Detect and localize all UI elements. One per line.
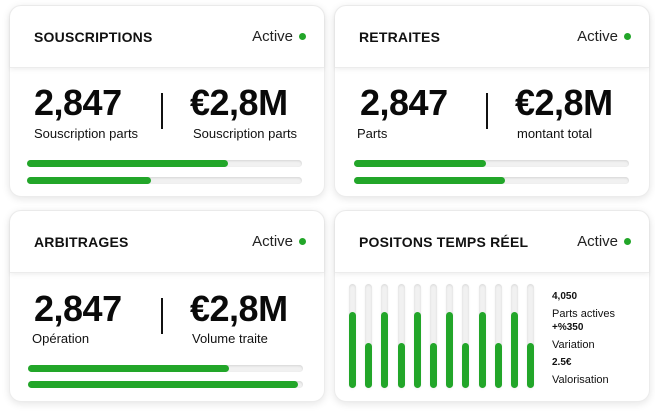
retraites-count-label: Parts <box>357 126 388 141</box>
position-bar-fill <box>397 343 405 388</box>
arbitrages-amount-label: Volume traite <box>192 331 268 346</box>
retraites-header: RETRAITES Active <box>335 6 649 68</box>
progress-fill <box>28 381 298 388</box>
retraites-count: 2,847 <box>360 82 448 123</box>
souscriptions-progress-1 <box>27 160 302 167</box>
status-dot-icon <box>624 238 631 245</box>
position-bar-fill <box>511 312 518 388</box>
souscriptions-card: SOUSCRIPTIONS Active 2,847 Souscription … <box>9 5 325 197</box>
souscriptions-header: SOUSCRIPTIONS Active <box>10 6 324 68</box>
legend-label-variation: Variation <box>552 339 595 351</box>
arbitrages-card: ARBITRAGES Active 2,847 Opération €2,8M … <box>9 210 325 402</box>
arbitrages-header: ARBITRAGES Active <box>10 211 324 273</box>
status-dot-icon <box>299 238 306 245</box>
arbitrages-progress-1 <box>28 365 303 372</box>
position-bar <box>511 284 518 388</box>
souscriptions-progress-2 <box>27 177 302 184</box>
position-bar <box>381 284 389 388</box>
arbitrages-count: 2,847 <box>34 288 122 329</box>
legend-value-valorisation: 2.5€ <box>552 357 572 368</box>
progress-fill <box>354 160 486 167</box>
position-bar <box>349 284 356 388</box>
positions-card: POSITONS TEMPS RÉEL Active 4,050 Parts a… <box>334 210 650 402</box>
position-bar <box>446 284 454 388</box>
souscriptions-count: 2,847 <box>34 82 122 123</box>
status-label: Active <box>577 28 618 45</box>
retraites-amount-label: montant total <box>517 126 593 141</box>
arbitrages-title: ARBITRAGES <box>34 233 129 250</box>
retraites-amount: €2,8M <box>515 82 613 123</box>
metric-divider <box>161 298 163 334</box>
position-bar <box>397 284 405 388</box>
souscriptions-title: SOUSCRIPTIONS <box>34 28 153 45</box>
position-bar-fill <box>413 312 421 388</box>
progress-fill <box>28 365 229 372</box>
souscriptions-amount: €2,8M <box>190 82 288 123</box>
position-bar-fill <box>478 312 486 388</box>
position-bar-fill <box>365 343 373 388</box>
positions-title: POSITONS TEMPS RÉEL <box>359 233 529 250</box>
position-bar-fill <box>527 343 535 388</box>
position-bar <box>494 284 502 388</box>
position-bar <box>462 284 470 388</box>
position-bar-fill <box>462 343 470 388</box>
position-bar <box>365 284 373 388</box>
positions-header: POSITONS TEMPS RÉEL Active <box>335 211 649 273</box>
status-badge: Active <box>577 233 631 250</box>
position-bar-fill <box>381 312 389 388</box>
status-badge: Active <box>252 233 306 250</box>
status-label: Active <box>252 233 293 250</box>
souscriptions-count-label: Souscription parts <box>34 126 139 141</box>
status-label: Active <box>577 233 618 250</box>
position-bar <box>527 284 535 388</box>
legend-label-parts-actives: Parts actives <box>552 308 615 320</box>
position-bar <box>478 284 486 388</box>
status-dot-icon <box>299 33 306 40</box>
arbitrages-count-label: Opération <box>32 331 90 346</box>
arbitrages-progress-2 <box>28 381 303 388</box>
position-bar <box>413 284 421 388</box>
progress-fill <box>27 160 228 167</box>
metric-divider <box>161 93 163 129</box>
position-bar <box>430 284 437 388</box>
position-bar-fill <box>349 312 356 388</box>
souscriptions-amount-label: Souscription parts <box>193 126 298 141</box>
progress-fill <box>354 177 506 184</box>
position-bar-fill <box>446 312 454 388</box>
retraites-title: RETRAITES <box>359 28 441 45</box>
arbitrages-amount: €2,8M <box>190 288 288 329</box>
status-badge: Active <box>577 28 631 45</box>
position-bar-fill <box>430 343 437 388</box>
retraites-progress-2 <box>354 177 629 184</box>
progress-fill <box>27 177 151 184</box>
metric-divider <box>486 93 488 129</box>
position-bar-fill <box>494 343 502 388</box>
retraites-progress-1 <box>354 160 629 167</box>
retraites-card: RETRAITES Active 2,847 Parts €2,8M monta… <box>334 5 650 197</box>
status-badge: Active <box>252 28 306 45</box>
status-label: Active <box>252 28 293 45</box>
legend-value-parts-actives: 4,050 <box>552 291 578 302</box>
status-dot-icon <box>624 33 631 40</box>
positions-bar-chart <box>349 284 539 390</box>
legend-label-valorisation: Valorisation <box>552 374 609 386</box>
legend-value-variation: +%350 <box>552 322 584 333</box>
